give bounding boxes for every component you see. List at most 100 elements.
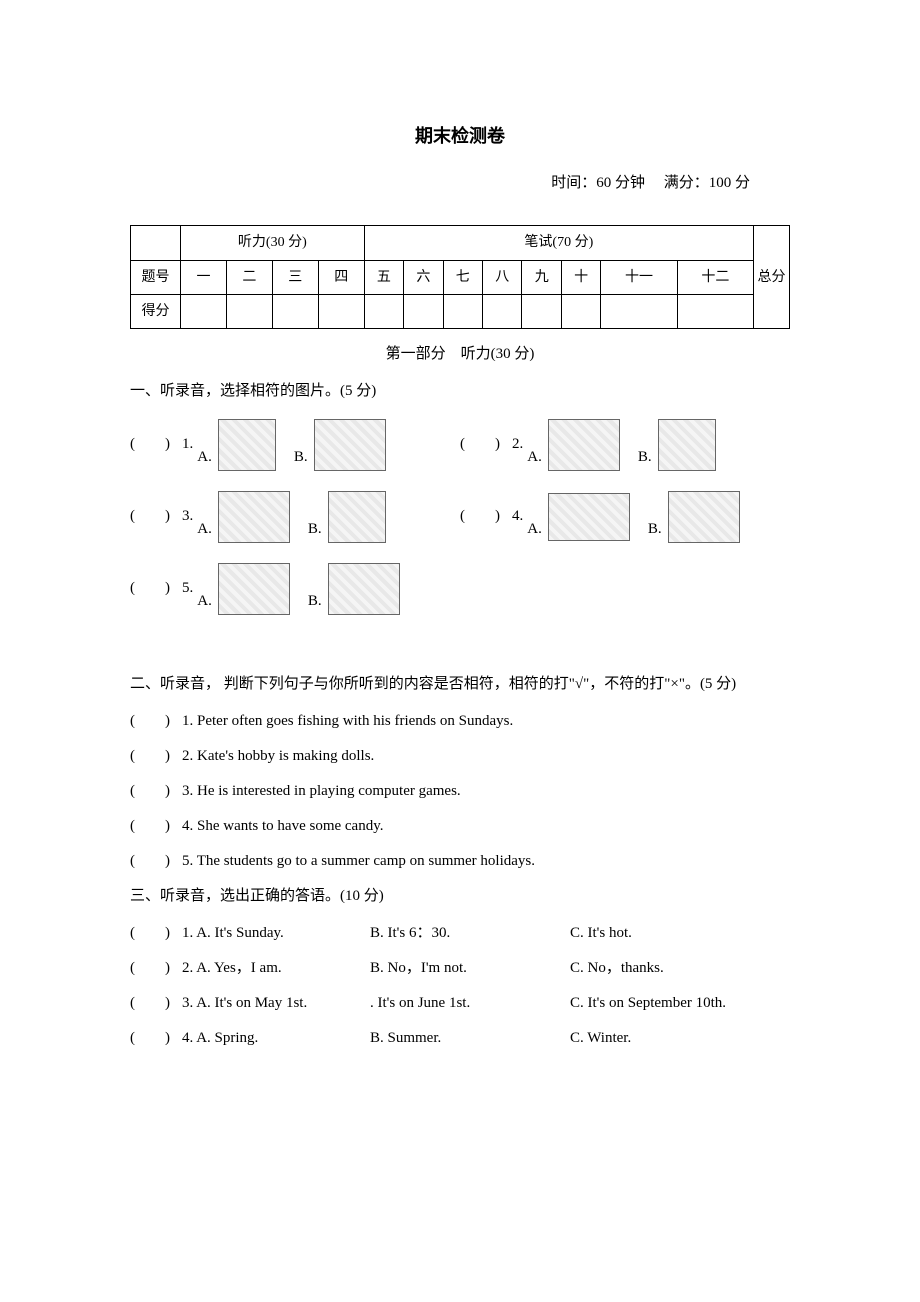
q1-row2: ( ) 3. A. B. ( ) 4. A. B.: [130, 491, 790, 543]
option-c: C. Winter.: [570, 1025, 790, 1052]
item-number: 3.: [182, 503, 193, 530]
option-a-label: A.: [197, 588, 212, 615]
item-number: 1.: [182, 713, 193, 729]
option-a: A. Spring.: [196, 1030, 258, 1046]
option-a-label: A.: [527, 516, 542, 543]
answer-blank[interactable]: ( ): [130, 1025, 182, 1052]
answer-blank[interactable]: ( ): [130, 955, 182, 982]
item-text: She wants to have some candy.: [197, 818, 383, 834]
option-image: [328, 491, 386, 543]
option-b-label: B.: [638, 444, 652, 471]
col-2: 二: [226, 260, 272, 294]
part1-header: 第一部分 听力(30 分): [130, 341, 790, 368]
row-score-label: 得分: [131, 294, 181, 328]
option-b: B. No，I'm not.: [370, 955, 570, 982]
listening-header: 听力(30 分): [181, 226, 365, 260]
option-a: A. It's Sunday.: [196, 925, 284, 941]
option-image: [314, 419, 386, 471]
answer-blank[interactable]: ( ): [130, 503, 182, 530]
answer-blank[interactable]: ( ): [130, 848, 182, 875]
option-a-label: A.: [527, 444, 542, 471]
option-image: [548, 493, 630, 541]
q3-instruction: 三、听录音，选出正确的答语。(10 分): [130, 883, 790, 910]
q3-item: ( )4. A. Spring. B. Summer. C. Winter.: [130, 1025, 790, 1052]
answer-blank[interactable]: ( ): [130, 575, 182, 602]
col-10: 十: [561, 260, 600, 294]
col-7: 七: [443, 260, 482, 294]
total-header: 总分: [754, 226, 790, 329]
q2-item: ( )2. Kate's hobby is making dolls.: [130, 743, 790, 770]
option-c: C. It's on September 10th.: [570, 990, 790, 1017]
option-image: [668, 491, 740, 543]
item-number: 1.: [182, 431, 193, 458]
q2-item: ( )5. The students go to a summer camp o…: [130, 848, 790, 875]
q3-item: ( )3. A. It's on May 1st. . It's on June…: [130, 990, 790, 1017]
col-12: 十二: [677, 260, 753, 294]
page-title: 期末检测卷: [130, 120, 790, 152]
full-score-label: 满分：100 分: [664, 175, 750, 191]
option-b-label: B.: [294, 444, 308, 471]
answer-blank[interactable]: ( ): [130, 743, 182, 770]
option-b-label: B.: [308, 588, 322, 615]
item-number: 3.: [182, 783, 193, 799]
written-header: 笔试(70 分): [364, 226, 753, 260]
option-b-label: B.: [648, 516, 662, 543]
option-a-label: A.: [197, 516, 212, 543]
option-b: B. It's 6：30.: [370, 920, 570, 947]
col-9: 九: [522, 260, 561, 294]
option-image: [548, 419, 620, 471]
option-a-label: A.: [197, 444, 212, 471]
option-a: A. It's on May 1st.: [196, 995, 307, 1011]
answer-blank[interactable]: ( ): [460, 503, 512, 530]
row-number-label: 题号: [131, 260, 181, 294]
q2-item: ( )3. He is interested in playing comput…: [130, 778, 790, 805]
option-b-label: B.: [308, 516, 322, 543]
item-number: 2.: [182, 960, 193, 976]
option-b: B. Summer.: [370, 1025, 570, 1052]
q2-item: ( )1. Peter often goes fishing with his …: [130, 708, 790, 735]
answer-blank[interactable]: ( ): [130, 920, 182, 947]
answer-blank[interactable]: ( ): [130, 990, 182, 1017]
q1-instruction: 一、听录音，选择相符的图片。(5 分): [130, 378, 790, 405]
option-a: A. Yes，I am.: [196, 960, 281, 976]
answer-blank[interactable]: ( ): [460, 431, 512, 458]
option-image: [218, 491, 290, 543]
item-number: 4.: [182, 818, 193, 834]
item-number: 4.: [512, 503, 523, 530]
q3-item: ( )2. A. Yes，I am. B. No，I'm not. C. No，…: [130, 955, 790, 982]
time-label: 时间：60 分钟: [551, 175, 645, 191]
option-c: C. It's hot.: [570, 920, 790, 947]
option-image: [218, 419, 276, 471]
option-image: [218, 563, 290, 615]
col-4: 四: [318, 260, 364, 294]
option-image: [328, 563, 400, 615]
item-number: 3.: [182, 995, 193, 1011]
q1-row1: ( ) 1. A. B. ( ) 2. A. B.: [130, 419, 790, 471]
option-b: . It's on June 1st.: [370, 990, 570, 1017]
item-text: Kate's hobby is making dolls.: [197, 748, 374, 764]
col-3: 三: [272, 260, 318, 294]
col-1: 一: [181, 260, 227, 294]
q2-instruction: 二、听录音， 判断下列句子与你所听到的内容是否相符，相符的打"√"，不符的打"×…: [130, 671, 790, 698]
item-number: 5.: [182, 575, 193, 602]
item-number: 4.: [182, 1030, 193, 1046]
q2-item: ( )4. She wants to have some candy.: [130, 813, 790, 840]
col-6: 六: [404, 260, 443, 294]
answer-blank[interactable]: ( ): [130, 778, 182, 805]
item-number: 2.: [512, 431, 523, 458]
item-number: 2.: [182, 748, 193, 764]
item-text: Peter often goes fishing with his friend…: [197, 713, 513, 729]
answer-blank[interactable]: ( ): [130, 431, 182, 458]
answer-blank[interactable]: ( ): [130, 813, 182, 840]
answer-blank[interactable]: ( ): [130, 708, 182, 735]
item-text: The students go to a summer camp on summ…: [197, 853, 535, 869]
item-number: 5.: [182, 853, 193, 869]
option-c: C. No，thanks.: [570, 955, 790, 982]
col-11: 十一: [601, 260, 677, 294]
col-8: 八: [483, 260, 522, 294]
item-number: 1.: [182, 925, 193, 941]
score-table: 听力(30 分) 笔试(70 分) 总分 题号 一 二 三 四 五 六 七 八 …: [130, 225, 790, 329]
item-text: He is interested in playing computer gam…: [197, 783, 461, 799]
q1-row3: ( ) 5. A. B.: [130, 563, 790, 615]
exam-meta: 时间：60 分钟 满分：100 分: [130, 170, 790, 197]
